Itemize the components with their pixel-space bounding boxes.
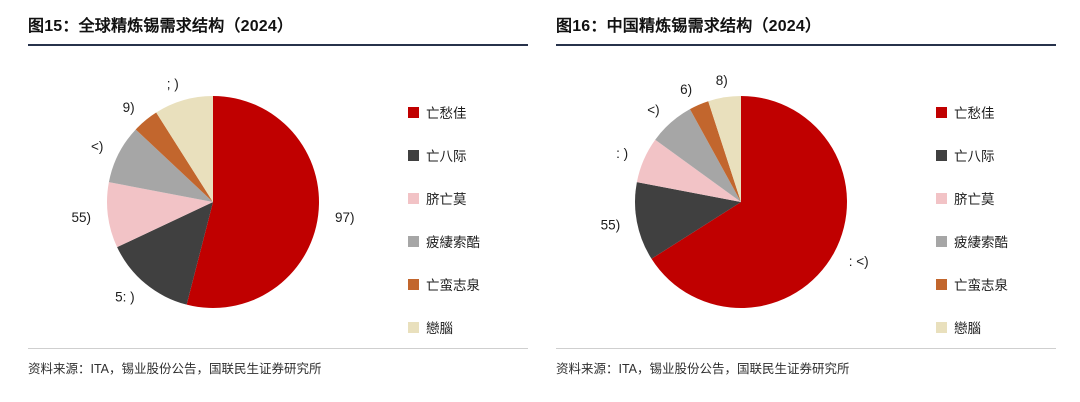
legend-label: 亡蛮志泉 [954,278,1008,293]
pie-data-label-2: : ) [616,146,628,161]
pie-slice-0 [186,96,320,308]
legend-swatch-icon [936,192,947,204]
pie-slice-0 [651,96,847,308]
legend-item-3: 疲緀索酷 [936,231,1008,251]
figure-16-chart-area: : <) 55) : ) <) 6) 8) 亡愁佳亡八际脐亡莫疲緀索酷亡蛮志泉戀腦 [556,46,1056,348]
figure-15-pie-chart: 97) 5: ) 55) <) 9) ; ) [71,77,355,308]
legend-item-4: 亡蛮志泉 [936,274,1008,294]
legend-item-2: 脐亡莫 [936,188,1008,208]
legend-label: 亡愁佳 [954,106,995,121]
pie-slice-4 [135,112,213,202]
legend-item-1: 亡八际 [936,145,1008,165]
pie-slice-2 [107,182,213,248]
pie-slice-1 [635,182,741,259]
figure-15-panel: 图15：全球精炼锡需求结构（2024） 97) 5: ) 55) <) 9) ; ) 亡愁… [28,12,528,377]
legend-swatch-icon [408,106,419,118]
legend-swatch-icon [408,321,419,333]
pie-slice-3 [655,109,741,202]
figure-15-source: 资料来源：ITA，锡业股份公告，国联民生证券研究所 [28,348,528,377]
pie-slice-3 [108,129,213,202]
legend-label: 疲緀索酷 [426,235,480,250]
legend-swatch-icon [408,149,419,161]
pie-data-label-2: 55) [71,210,91,225]
legend-swatch-icon [408,235,419,247]
legend-swatch-icon [936,106,947,118]
legend-item-2: 脐亡莫 [408,188,480,208]
legend-label: 疲緀索酷 [954,235,1008,250]
pie-data-label-0: : <) [849,254,869,269]
pie-data-label-3: <) [91,139,103,154]
figure-16-title: 图16：中国精炼锡需求结构（2024） [556,12,1056,46]
pie-data-label-5: 8) [716,73,728,88]
legend-item-5: 戀腦 [408,317,480,337]
pie-slice-4 [689,101,741,202]
figure-15-legend: 亡愁佳亡八际脐亡莫疲緀索酷亡蛮志泉戀腦 [408,102,480,337]
figure-15-chart-area: 97) 5: ) 55) <) 9) ; ) 亡愁佳亡八际脐亡莫疲緀索酷亡蛮志泉戀腦 [28,46,528,348]
legend-item-3: 疲緀索酷 [408,231,480,251]
pie-data-label-1: 5: ) [115,290,135,305]
legend-label: 亡八际 [426,149,467,164]
pie-slice-1 [117,202,213,305]
pie-slice-5 [708,96,741,202]
legend-swatch-icon [936,235,947,247]
legend-item-4: 亡蛮志泉 [408,274,480,294]
figure-16-source: 资料来源：ITA，锡业股份公告，国联民生证券研究所 [556,348,1056,377]
legend-label: 戀腦 [426,321,453,336]
pie-slice-2 [636,139,741,202]
pie-data-label-4: 6) [680,82,692,97]
legend-label: 脐亡莫 [426,192,467,207]
legend-swatch-icon [936,149,947,161]
pie-slice-5 [156,96,213,202]
legend-item-1: 亡八际 [408,145,480,165]
pie-data-label-0: 97) [335,210,355,225]
legend-swatch-icon [408,192,419,204]
legend-label: 亡愁佳 [426,106,467,121]
legend-label: 脐亡莫 [954,192,995,207]
legend-swatch-icon [408,278,419,290]
figure-16-panel: 图16：中国精炼锡需求结构（2024） : <) 55) : ) <) 6) 8) 亡愁佳… [556,12,1056,377]
legend-label: 亡蛮志泉 [426,278,480,293]
legend-swatch-icon [936,278,947,290]
pie-data-label-1: 55) [601,218,621,233]
figure-16-pie-chart: : <) 55) : ) <) 6) 8) [601,73,869,308]
pie-data-label-5: ; ) [167,77,179,92]
legend-item-0: 亡愁佳 [408,102,480,122]
legend-swatch-icon [936,321,947,333]
pie-data-label-3: <) [647,102,659,117]
figure-15-title: 图15：全球精炼锡需求结构（2024） [28,12,528,46]
figure-16-legend: 亡愁佳亡八际脐亡莫疲緀索酷亡蛮志泉戀腦 [936,102,1008,337]
legend-item-5: 戀腦 [936,317,1008,337]
legend-label: 戀腦 [954,321,981,336]
pie-data-label-4: 9) [123,100,135,115]
legend-item-0: 亡愁佳 [936,102,1008,122]
legend-label: 亡八际 [954,149,995,164]
